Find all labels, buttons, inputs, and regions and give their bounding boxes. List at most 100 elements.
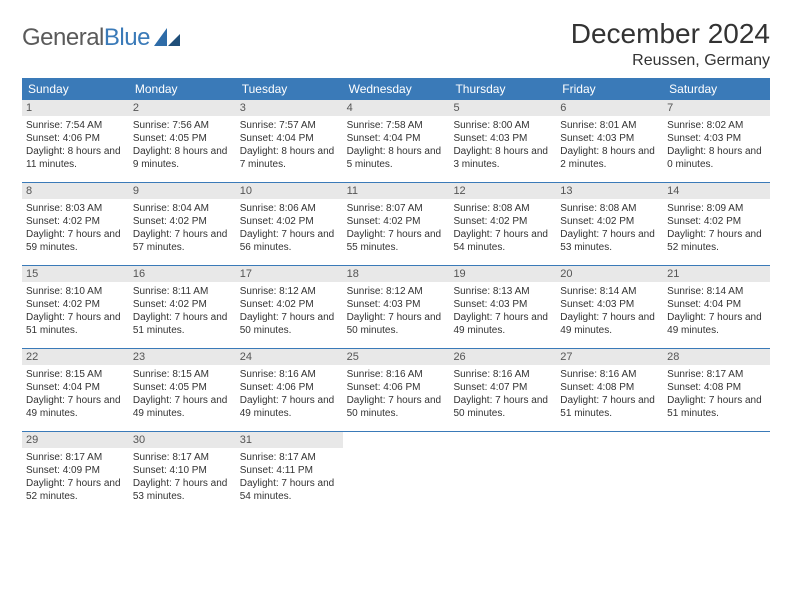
daylight-line: Daylight: 7 hours and 52 minutes. [26,477,125,503]
day-number: 26 [449,349,556,365]
sunset-line: Sunset: 4:02 PM [240,298,339,311]
empty-cell [343,432,450,514]
day-header: Friday [556,78,663,100]
daylight-line: Daylight: 7 hours and 51 minutes. [133,311,232,337]
logo-word2: Blue [104,24,150,51]
day-number: 9 [129,183,236,199]
sunrise-line: Sunrise: 8:17 AM [667,368,766,381]
day-number: 25 [343,349,450,365]
sunset-line: Sunset: 4:02 PM [133,215,232,228]
sunrise-line: Sunrise: 8:14 AM [560,285,659,298]
sunrise-line: Sunrise: 8:06 AM [240,202,339,215]
sunset-line: Sunset: 4:02 PM [667,215,766,228]
month-title: December 2024 [571,18,770,50]
sunrise-line: Sunrise: 7:58 AM [347,119,446,132]
daylight-line: Daylight: 7 hours and 51 minutes. [560,394,659,420]
location: Reussen, Germany [571,52,770,70]
empty-cell [449,432,556,514]
sunrise-line: Sunrise: 8:15 AM [133,368,232,381]
day-number: 10 [236,183,343,199]
daylight-line: Daylight: 7 hours and 51 minutes. [26,311,125,337]
daylight-line: Daylight: 7 hours and 54 minutes. [240,477,339,503]
day-cell: 27Sunrise: 8:16 AMSunset: 4:08 PMDayligh… [556,349,663,431]
day-cell: 6Sunrise: 8:01 AMSunset: 4:03 PMDaylight… [556,100,663,182]
daylight-line: Daylight: 7 hours and 50 minutes. [347,394,446,420]
day-cell: 19Sunrise: 8:13 AMSunset: 4:03 PMDayligh… [449,266,556,348]
day-number: 3 [236,100,343,116]
day-cell: 23Sunrise: 8:15 AMSunset: 4:05 PMDayligh… [129,349,236,431]
daylight-line: Daylight: 7 hours and 56 minutes. [240,228,339,254]
sunset-line: Sunset: 4:07 PM [453,381,552,394]
week-row: 1Sunrise: 7:54 AMSunset: 4:06 PMDaylight… [22,100,770,182]
daylight-line: Daylight: 7 hours and 50 minutes. [347,311,446,337]
sunset-line: Sunset: 4:03 PM [667,132,766,145]
day-number: 14 [663,183,770,199]
day-number: 30 [129,432,236,448]
daylight-line: Daylight: 7 hours and 49 minutes. [26,394,125,420]
logo-word1: General [22,24,104,51]
sunset-line: Sunset: 4:02 PM [26,215,125,228]
day-number: 11 [343,183,450,199]
day-number: 28 [663,349,770,365]
day-number: 6 [556,100,663,116]
day-cell: 2Sunrise: 7:56 AMSunset: 4:05 PMDaylight… [129,100,236,182]
day-header: Wednesday [343,78,450,100]
day-cell: 21Sunrise: 8:14 AMSunset: 4:04 PMDayligh… [663,266,770,348]
sunset-line: Sunset: 4:03 PM [560,298,659,311]
sunrise-line: Sunrise: 7:56 AM [133,119,232,132]
day-number: 12 [449,183,556,199]
sunset-line: Sunset: 4:04 PM [26,381,125,394]
day-cell: 22Sunrise: 8:15 AMSunset: 4:04 PMDayligh… [22,349,129,431]
sunset-line: Sunset: 4:02 PM [453,215,552,228]
daylight-line: Daylight: 8 hours and 7 minutes. [240,145,339,171]
daylight-line: Daylight: 8 hours and 2 minutes. [560,145,659,171]
day-cell: 12Sunrise: 8:08 AMSunset: 4:02 PMDayligh… [449,183,556,265]
sunset-line: Sunset: 4:08 PM [560,381,659,394]
day-cell: 18Sunrise: 8:12 AMSunset: 4:03 PMDayligh… [343,266,450,348]
week-row: 29Sunrise: 8:17 AMSunset: 4:09 PMDayligh… [22,431,770,514]
daylight-line: Daylight: 7 hours and 52 minutes. [667,228,766,254]
sunset-line: Sunset: 4:05 PM [133,381,232,394]
sunset-line: Sunset: 4:03 PM [347,298,446,311]
sunrise-line: Sunrise: 8:16 AM [240,368,339,381]
sunrise-line: Sunrise: 8:16 AM [560,368,659,381]
sunrise-line: Sunrise: 8:09 AM [667,202,766,215]
day-number: 15 [22,266,129,282]
sunset-line: Sunset: 4:02 PM [347,215,446,228]
logo-sail-icon [154,28,180,48]
sunrise-line: Sunrise: 8:17 AM [26,451,125,464]
sunrise-line: Sunrise: 8:00 AM [453,119,552,132]
logo: GeneralBlue [22,18,180,52]
sunset-line: Sunset: 4:11 PM [240,464,339,477]
day-cell: 13Sunrise: 8:08 AMSunset: 4:02 PMDayligh… [556,183,663,265]
daylight-line: Daylight: 7 hours and 54 minutes. [453,228,552,254]
empty-cell [663,432,770,514]
day-number: 21 [663,266,770,282]
day-cell: 8Sunrise: 8:03 AMSunset: 4:02 PMDaylight… [22,183,129,265]
day-cell: 1Sunrise: 7:54 AMSunset: 4:06 PMDaylight… [22,100,129,182]
sunset-line: Sunset: 4:02 PM [26,298,125,311]
daylight-line: Daylight: 7 hours and 49 minutes. [560,311,659,337]
day-number: 16 [129,266,236,282]
daylight-line: Daylight: 8 hours and 9 minutes. [133,145,232,171]
sunset-line: Sunset: 4:06 PM [240,381,339,394]
sunset-line: Sunset: 4:02 PM [560,215,659,228]
sunrise-line: Sunrise: 8:11 AM [133,285,232,298]
day-number: 4 [343,100,450,116]
sunrise-line: Sunrise: 8:03 AM [26,202,125,215]
sunrise-line: Sunrise: 8:04 AM [133,202,232,215]
day-header: Monday [129,78,236,100]
sunset-line: Sunset: 4:02 PM [133,298,232,311]
sunset-line: Sunset: 4:03 PM [560,132,659,145]
day-cell: 25Sunrise: 8:16 AMSunset: 4:06 PMDayligh… [343,349,450,431]
calendar-header: SundayMondayTuesdayWednesdayThursdayFrid… [22,78,770,100]
day-number: 31 [236,432,343,448]
sunset-line: Sunset: 4:04 PM [240,132,339,145]
day-cell: 15Sunrise: 8:10 AMSunset: 4:02 PMDayligh… [22,266,129,348]
sunset-line: Sunset: 4:04 PM [347,132,446,145]
day-cell: 5Sunrise: 8:00 AMSunset: 4:03 PMDaylight… [449,100,556,182]
day-number: 1 [22,100,129,116]
sunset-line: Sunset: 4:05 PM [133,132,232,145]
sunrise-line: Sunrise: 8:17 AM [240,451,339,464]
day-number: 13 [556,183,663,199]
